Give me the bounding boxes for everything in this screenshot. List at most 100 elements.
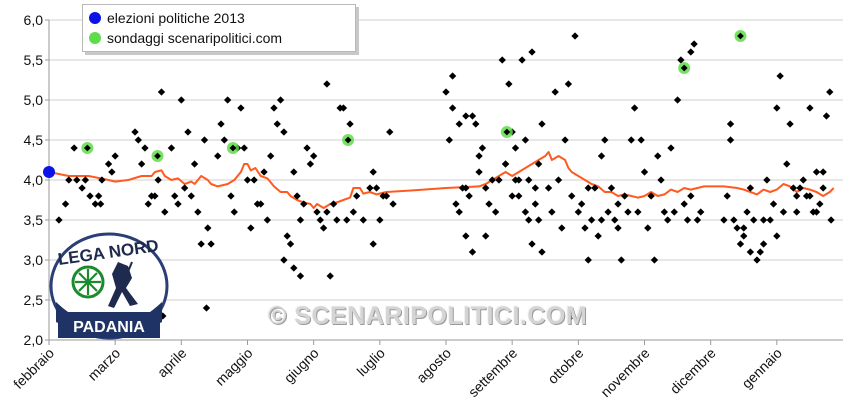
watermark: © SCENARIPOLITICI.COM <box>268 302 588 330</box>
poll-point <box>558 224 566 232</box>
poll-point <box>482 232 490 240</box>
poll-point <box>157 88 166 96</box>
poll-point <box>518 56 526 64</box>
poll-point <box>680 200 688 208</box>
poll-point <box>611 216 619 224</box>
poll-point <box>819 184 827 192</box>
poll-point <box>568 192 576 200</box>
poll-point <box>478 144 487 152</box>
poll-point <box>94 192 103 200</box>
poll-point <box>654 152 662 160</box>
poll-point <box>309 152 318 160</box>
poll-point <box>538 120 546 128</box>
poll-point <box>323 80 331 88</box>
poll-point <box>257 200 265 208</box>
poll-point <box>746 184 755 192</box>
poll-point <box>743 208 751 216</box>
poll-point <box>230 208 238 216</box>
poll-point <box>670 208 678 216</box>
poll-point <box>240 144 248 152</box>
poll-point <box>151 192 159 200</box>
poll-point <box>607 184 616 192</box>
poll-point <box>323 208 331 216</box>
poll-point <box>190 160 199 168</box>
poll-point <box>508 192 516 200</box>
poll-point <box>591 184 599 192</box>
poll-point <box>98 176 106 184</box>
poll-point <box>134 136 143 144</box>
poll-point <box>81 176 90 184</box>
poll-point <box>650 256 659 264</box>
poll-point <box>326 272 334 280</box>
poll-point <box>584 184 592 192</box>
poll-point <box>468 248 477 256</box>
poll-point <box>551 88 559 96</box>
poll-point <box>498 56 506 64</box>
poll-point <box>604 208 612 216</box>
poll-point <box>329 200 338 208</box>
poll-point <box>376 216 384 224</box>
poll-point <box>657 176 665 184</box>
poll-point <box>137 160 146 168</box>
poll-point <box>594 232 602 240</box>
poll-point <box>197 240 205 248</box>
poll-point <box>511 144 520 152</box>
poll-point <box>564 80 573 88</box>
x-tick-label: novembre <box>597 345 652 400</box>
poll-point <box>171 192 179 200</box>
poll-point <box>286 240 295 248</box>
poll-point <box>372 184 381 192</box>
axes <box>45 19 843 345</box>
poll-point <box>108 168 116 176</box>
poll-point <box>667 144 675 152</box>
x-tick-label: maggio <box>212 345 256 389</box>
poll-point <box>525 216 533 224</box>
poll-point <box>548 208 556 216</box>
poll-point <box>644 224 652 232</box>
poll-point <box>296 272 305 280</box>
lega-nord-logo: LEGA NORD PADANIA <box>48 232 170 340</box>
sondaggi-point-center <box>737 32 744 40</box>
poll-point <box>313 208 321 216</box>
y-tick-label: 5,0 <box>24 92 44 108</box>
y-tick-label: 3,0 <box>24 252 44 268</box>
poll-point <box>462 112 470 120</box>
poll-point <box>693 216 702 224</box>
poll-point <box>349 208 358 216</box>
poll-point <box>280 256 288 264</box>
poll-point <box>587 216 596 224</box>
poll-point <box>505 80 513 88</box>
poll-point <box>144 200 152 208</box>
poll-point <box>247 224 255 232</box>
poll-point <box>528 48 536 56</box>
poll-point <box>184 128 192 136</box>
poll-point <box>455 120 463 128</box>
poll-point <box>214 152 222 160</box>
poll-point <box>161 208 169 216</box>
poll-point <box>379 192 387 200</box>
trend-line <box>48 151 835 209</box>
poll-point <box>180 184 189 192</box>
poll-point <box>366 184 374 192</box>
poll-point <box>827 216 835 224</box>
poll-point <box>346 120 354 128</box>
poll-point <box>491 208 500 216</box>
poll-point <box>601 136 609 144</box>
poll-point <box>352 192 361 200</box>
x-tick-label: marzo <box>84 345 123 384</box>
poll-point <box>769 200 778 208</box>
poll-point <box>740 232 748 240</box>
legend-marker <box>89 32 101 44</box>
poll-point <box>283 232 291 240</box>
elezioni-point <box>43 166 55 178</box>
poll-point <box>70 144 78 152</box>
poll-point <box>207 240 215 248</box>
sondaggi-point-center <box>680 64 688 72</box>
poll-point <box>624 208 632 216</box>
poll-point <box>733 224 741 232</box>
poll-point <box>571 32 579 40</box>
poll-point <box>263 216 272 224</box>
trend-line-path <box>48 151 835 209</box>
y-tick-label: 2,0 <box>24 332 44 348</box>
legend-item-elezioni: elezioni politiche 2013 <box>89 8 245 28</box>
